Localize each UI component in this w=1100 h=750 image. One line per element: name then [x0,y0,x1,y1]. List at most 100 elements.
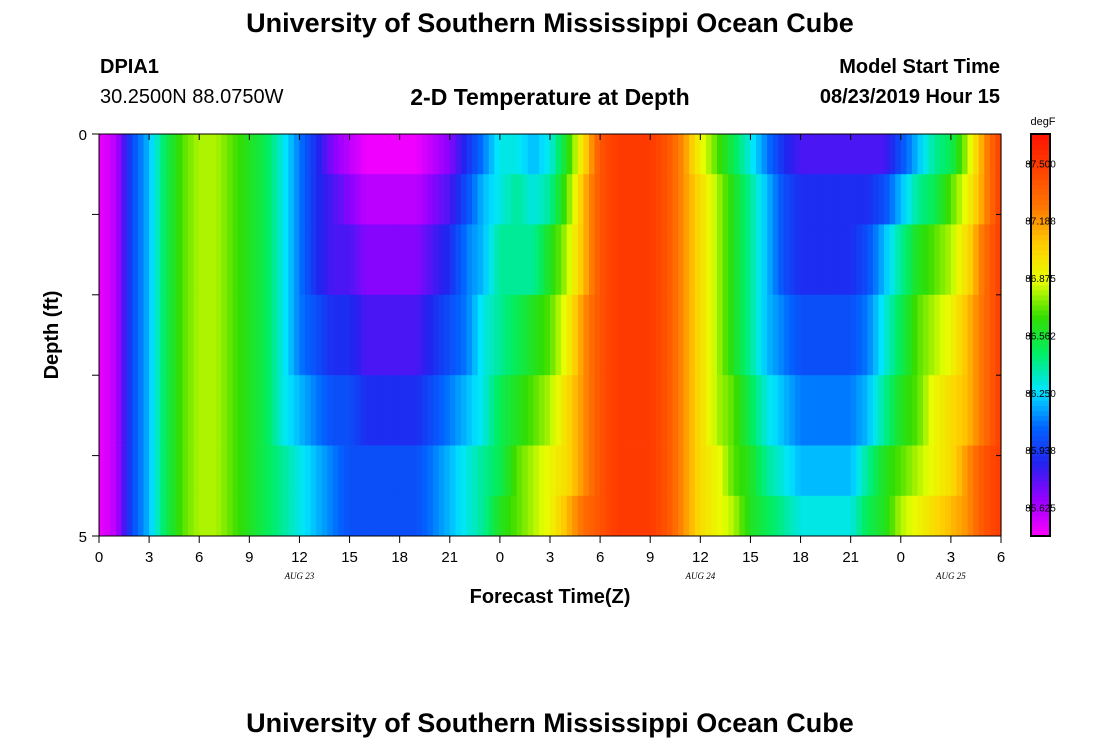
heatmap-cell [511,224,518,296]
heatmap-cell [221,174,228,225]
page-title: University of Southern Mississippi Ocean… [246,8,854,38]
heatmap-cell [605,294,612,376]
heatmap-cell [377,495,384,537]
heatmap-cell [594,224,601,296]
chart-title: 2-D Temperature at Depth [410,84,690,110]
heatmap-cell [243,495,250,537]
heatmap-cell [321,224,328,296]
heatmap-cell [761,495,768,537]
colorbar-label: 85.938 [1025,446,1056,457]
heatmap-cell [945,294,952,376]
heatmap-cell [611,134,618,175]
heatmap-cell [232,224,239,296]
heatmap-cell [366,134,373,175]
heatmap-cell [705,174,713,225]
heatmap-cell [522,445,529,497]
heatmap-cell [594,445,601,497]
heatmap-cell [516,174,523,225]
heatmap-cell [204,495,211,537]
heatmap-cell [388,445,395,497]
heatmap-cell [789,495,796,537]
heatmap-cell [282,445,289,497]
heatmap-cell [861,224,868,296]
heatmap-cell [639,294,646,376]
heatmap-cell [188,495,195,537]
heatmap-cell [349,134,356,175]
colorbar-swatch [1031,329,1050,336]
heatmap-cell [388,224,395,296]
colorbar-swatch [1031,455,1050,462]
heatmap-cell [722,224,729,296]
heatmap-cell [845,224,852,296]
heatmap-cell [327,134,334,175]
x-tick-label: 3 [546,549,554,566]
heatmap-cell [666,495,674,537]
heatmap-cell [210,294,217,376]
heatmap-cell [204,224,211,296]
colorbar-swatch [1031,375,1050,381]
heatmap-cell [783,445,791,497]
heatmap-cell [783,224,791,296]
heatmap-cell [811,224,818,296]
heatmap-cell [828,445,835,497]
heatmap-cell [833,375,841,446]
heatmap-cell [872,134,880,175]
colorbar-swatch [1031,229,1050,236]
heatmap-cell [850,445,857,497]
heatmap-cell [182,224,189,296]
heatmap-cell [282,495,289,537]
heatmap-cell [266,294,273,376]
heatmap-cell [989,445,997,497]
heatmap-cell [678,224,685,296]
heatmap-cell [594,134,601,175]
heatmap-cell [355,224,362,296]
heatmap-cell [644,134,651,175]
heatmap-cell [895,174,902,225]
heatmap-cell [421,445,429,497]
heatmap-cell [171,495,178,537]
heatmap-cell [761,445,768,497]
heatmap-cell [906,495,913,537]
heatmap-cell [444,445,451,497]
heatmap-cell [845,294,852,376]
heatmap-cell [293,294,301,376]
heatmap-cell [110,134,117,175]
heatmap-cell [260,445,267,497]
heatmap-cell [772,174,779,225]
heatmap-cell [945,495,952,537]
heatmap-cell [360,495,367,537]
heatmap-cell [343,134,351,175]
heatmap-cell [544,174,551,225]
heatmap-cell [293,224,301,296]
heatmap-cell [956,224,963,296]
colorbar-swatch [1031,239,1050,246]
heatmap-cell [666,224,674,296]
heatmap-cell [438,445,445,497]
colorbar-swatch [1031,365,1050,371]
heatmap-cell [717,134,724,175]
heatmap-cell [494,375,501,446]
heatmap-cell [466,495,473,537]
heatmap-cell [694,134,701,175]
heatmap-cell [277,134,284,175]
heatmap-cell [388,294,395,376]
heatmap-cell [600,294,607,376]
heatmap-cell [160,495,167,537]
heatmap-cell [249,224,256,296]
heatmap-cell [878,174,885,225]
heatmap-cell [973,495,980,537]
heatmap-cell [872,294,880,376]
heatmap-cell [817,174,824,225]
heatmap-cell [811,134,818,175]
heatmap-cell [455,445,462,497]
heatmap-cell [923,294,930,376]
heatmap-cell [672,134,679,175]
heatmap-cell [227,134,234,175]
heatmap-cell [889,174,896,225]
heatmap-cell [527,174,534,225]
heatmap-cell [366,495,373,537]
colorbar-swatch [1031,134,1050,140]
heatmap-cell [332,375,340,446]
heatmap-cell [661,134,668,175]
heatmap-cell [227,224,234,296]
